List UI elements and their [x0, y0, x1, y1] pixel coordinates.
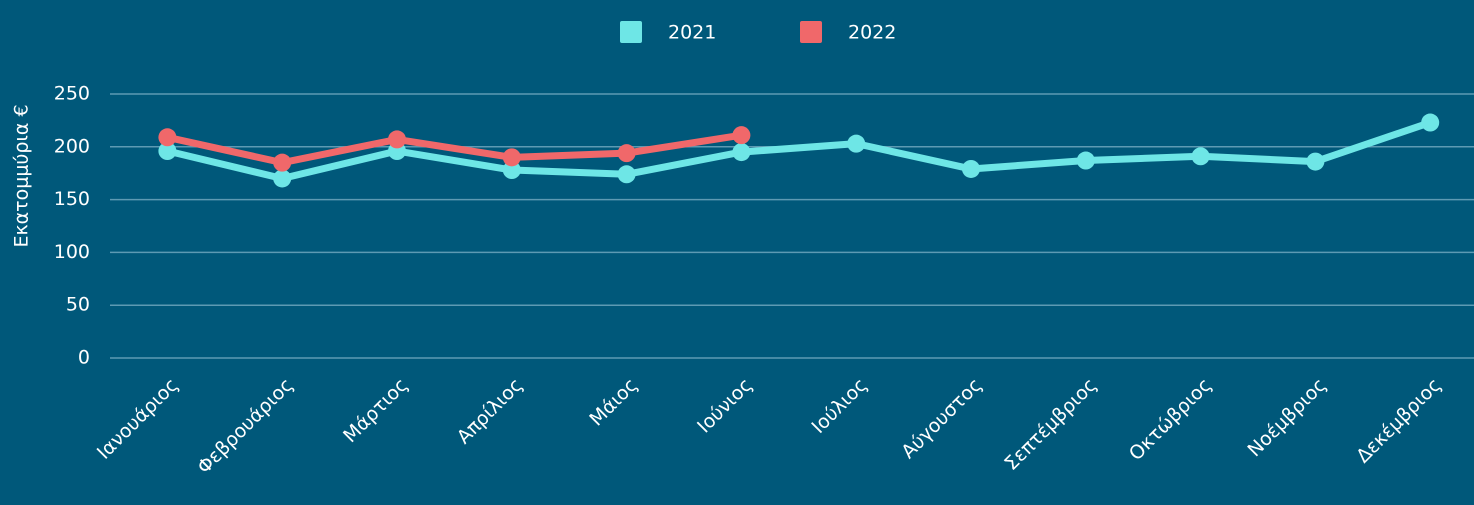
- y-tick-label: 200: [54, 135, 90, 157]
- x-tick-label: Απρίλιος: [453, 374, 528, 449]
- x-tick-label: Δεκέμβριος: [1352, 374, 1445, 467]
- point: [273, 169, 292, 188]
- y-tick-label: 150: [54, 188, 90, 210]
- x-tick-label: Ιούλιος: [808, 374, 872, 438]
- x-tick-label: Μάρτιος: [339, 374, 412, 447]
- y-tick-label: 100: [54, 241, 90, 263]
- x-tick-label: Ιούνιος: [693, 374, 757, 438]
- point: [158, 142, 177, 161]
- point: [1191, 147, 1210, 166]
- series-line: [166, 119, 1432, 182]
- x-tick-label: Αύγουστος: [897, 374, 986, 463]
- point: [502, 148, 521, 167]
- legend-label: 2021: [668, 22, 716, 44]
- legend-swatch: [800, 21, 822, 43]
- legend-label: 2022: [848, 22, 896, 44]
- legend-swatch: [620, 21, 642, 43]
- point: [388, 130, 406, 149]
- x-tick-label: Σεπτέμβριος: [1000, 374, 1101, 475]
- x-tick-label: Φεβρουάριος: [193, 374, 298, 479]
- x-tick-label: Μάιος: [585, 374, 642, 431]
- point: [1076, 151, 1095, 170]
- y-axis-label: Εκατομμύρια €: [11, 104, 33, 247]
- point: [617, 165, 636, 184]
- point: [617, 144, 636, 163]
- point: [1306, 152, 1325, 171]
- point: [847, 134, 866, 153]
- point: [1421, 113, 1440, 132]
- point: [273, 153, 292, 172]
- point: [732, 126, 751, 145]
- x-tick-label: Οκτώβριος: [1125, 374, 1216, 465]
- point: [732, 143, 751, 162]
- x-tick-label: Ιανουάριος: [93, 374, 183, 464]
- x-tick-label: Νοέμβριος: [1243, 374, 1330, 461]
- point: [502, 161, 521, 180]
- point: [158, 128, 177, 147]
- series-line: [166, 131, 742, 167]
- y-tick-label: 250: [54, 83, 90, 105]
- y-tick-label: 0: [78, 347, 90, 369]
- y-tick-label: 50: [66, 294, 90, 316]
- point: [962, 159, 980, 178]
